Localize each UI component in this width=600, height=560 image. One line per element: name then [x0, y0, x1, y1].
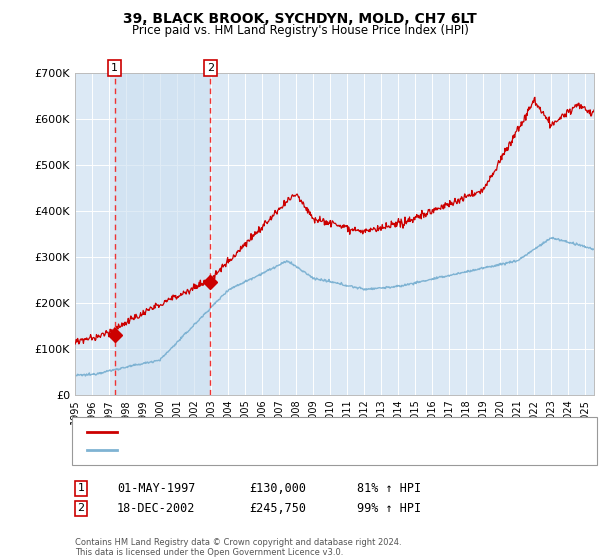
Text: Contains HM Land Registry data © Crown copyright and database right 2024.
This d: Contains HM Land Registry data © Crown c…	[75, 538, 401, 557]
Text: Price paid vs. HM Land Registry's House Price Index (HPI): Price paid vs. HM Land Registry's House …	[131, 24, 469, 36]
Text: 2: 2	[77, 503, 85, 514]
Bar	[115, 73, 211, 395]
Text: 99% ↑ HPI: 99% ↑ HPI	[357, 502, 421, 515]
Text: 1: 1	[111, 63, 118, 73]
Text: 18-DEC-2002: 18-DEC-2002	[117, 502, 196, 515]
Text: 1: 1	[77, 483, 85, 493]
Text: 01-MAY-1997: 01-MAY-1997	[117, 482, 196, 495]
Text: 39, BLACK BROOK, SYCHDYN, MOLD, CH7 6LT: 39, BLACK BROOK, SYCHDYN, MOLD, CH7 6LT	[123, 12, 477, 26]
Text: £245,750: £245,750	[249, 502, 306, 515]
Text: £130,000: £130,000	[249, 482, 306, 495]
Text: 81% ↑ HPI: 81% ↑ HPI	[357, 482, 421, 495]
Text: 39, BLACK BROOK, SYCHDYN, MOLD, CH7 6LT (detached house): 39, BLACK BROOK, SYCHDYN, MOLD, CH7 6LT …	[120, 427, 452, 437]
Text: HPI: Average price, detached house, Flintshire: HPI: Average price, detached house, Flin…	[120, 445, 361, 455]
Text: 2: 2	[207, 63, 214, 73]
